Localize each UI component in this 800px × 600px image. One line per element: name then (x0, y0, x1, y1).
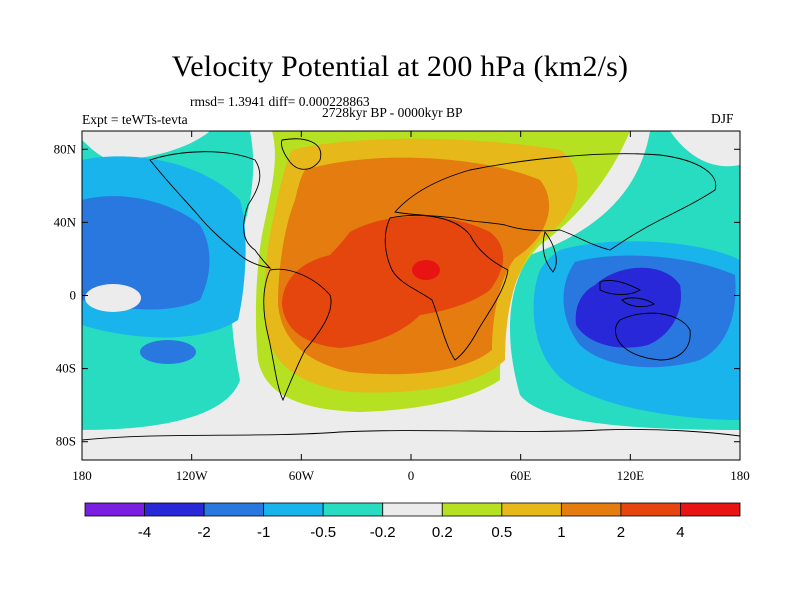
period-label: 2728kyr BP - 0000kyr BP (322, 105, 463, 120)
colorbar-swatch (620, 502, 681, 517)
stats-text: rmsd= 1.3941 diff= 0.000228863 (190, 94, 370, 109)
experiment-label: Expt = teWTs-tevta (82, 112, 188, 127)
colorbar-label: -2 (197, 524, 210, 541)
band-neutral-nepacific (670, 131, 740, 167)
coast-antarctica (82, 429, 740, 441)
band-neutral-arctic (82, 131, 210, 160)
band-2 (282, 216, 504, 348)
plot-title: Velocity Potential at 200 hPa (km2/s) (171, 50, 629, 83)
colorbar-swatch (203, 502, 265, 517)
colorbar-label: 0.2 (432, 524, 453, 541)
lon-tick-label: 180 (730, 468, 750, 483)
colorbar-swatch (382, 502, 443, 517)
band-neg1-pacific-east (82, 196, 210, 310)
colorbar-label: 4 (676, 524, 684, 541)
colorbar-swatch (441, 502, 503, 517)
coast-africa (384, 214, 509, 361)
colorbar-swatch (84, 502, 145, 517)
colorbar-label: -0.5 (310, 524, 336, 541)
lon-tick-label: 0 (408, 468, 415, 483)
lon-tick-label: 120W (176, 468, 209, 483)
colorbar-swatch (560, 502, 622, 517)
band-4 (412, 260, 440, 280)
lat-tick-label: 40N (54, 214, 77, 229)
colorbar-swatch (322, 502, 384, 517)
colorbar-swatch (263, 502, 324, 517)
lon-tick-label: 180 (72, 468, 92, 483)
lon-tick-label: 60E (510, 468, 531, 483)
coast-south-america (263, 268, 332, 402)
coast-australia (615, 312, 691, 361)
band-neg2-maritime (575, 267, 682, 348)
band-neg1-south-pacific (140, 340, 196, 364)
colorbar-label: -1 (257, 524, 270, 541)
coastlines (82, 138, 740, 441)
lat-tick-label: 0 (70, 288, 77, 303)
lat-tick-label: 40S (56, 361, 76, 376)
contour-field (82, 131, 740, 460)
colorbar-label: -4 (138, 524, 151, 541)
colorbar: -4 -2 -1 -0.5 -0.2 0.2 0.5 1 2 4 (84, 502, 741, 541)
lon-tick-label: 120E (617, 468, 645, 483)
band-neutral-pacific-east (85, 284, 141, 312)
colorbar-label: 0.5 (491, 524, 512, 541)
colorbar-label: -0.2 (370, 524, 396, 541)
coast-greenland (281, 138, 322, 170)
lat-tick-label: 80N (54, 141, 77, 156)
map-axes: 80N 40N 0 40S 80S 180 120W 60W 0 60E 120E 180 (54, 131, 750, 483)
colorbar-label: 1 (557, 524, 565, 541)
colorbar-swatch (144, 502, 205, 517)
coast-eurasia (394, 153, 717, 251)
colorbar-label: 2 (617, 524, 625, 541)
lat-tick-label: 80S (56, 434, 76, 449)
coast-maritime (599, 279, 655, 308)
season-label: DJF (711, 111, 734, 126)
lon-tick-label: 60W (289, 468, 315, 483)
colorbar-swatch (680, 502, 741, 517)
coast-north-america (149, 151, 272, 269)
coast-india (542, 231, 557, 273)
colorbar-swatch (501, 502, 562, 517)
